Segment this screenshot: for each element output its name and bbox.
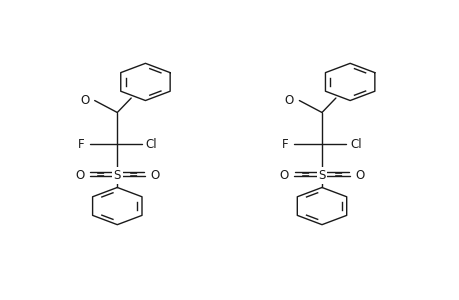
Text: O: O bbox=[354, 169, 364, 182]
Text: Cl: Cl bbox=[145, 137, 157, 151]
Text: S: S bbox=[113, 169, 121, 182]
Text: O: O bbox=[284, 94, 293, 107]
Text: O: O bbox=[279, 169, 288, 182]
Text: O: O bbox=[150, 169, 159, 182]
Text: =: = bbox=[300, 170, 309, 181]
Text: F: F bbox=[78, 137, 84, 151]
Text: F: F bbox=[282, 137, 288, 151]
Text: O: O bbox=[75, 169, 84, 182]
Text: O: O bbox=[80, 94, 89, 107]
Text: =: = bbox=[129, 170, 138, 181]
Text: =: = bbox=[96, 170, 105, 181]
Text: Cl: Cl bbox=[349, 137, 361, 151]
Text: =: = bbox=[333, 170, 342, 181]
Text: S: S bbox=[318, 169, 325, 182]
